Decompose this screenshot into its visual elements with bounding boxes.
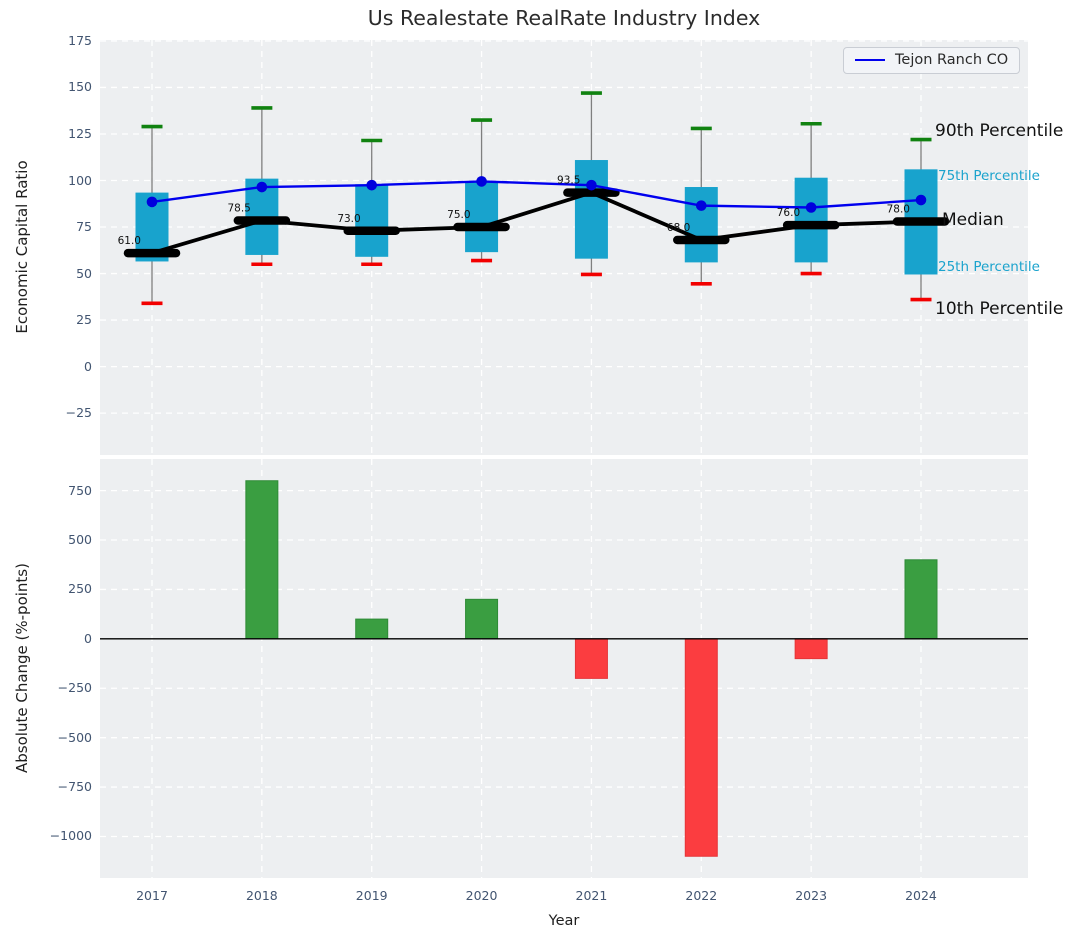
legend-label: Tejon Ranch CO <box>895 52 1009 68</box>
box-2023 <box>794 177 828 263</box>
y-tick-label-top: 50 <box>76 265 92 281</box>
annotation-25th-percentile: 25th Percentile <box>938 259 1040 275</box>
company-dot-2020 <box>476 176 487 187</box>
change-bar-2024 <box>904 559 938 640</box>
median-value-label-2023: 76.0 <box>777 207 800 219</box>
change-bar-area <box>100 459 1028 878</box>
y-tick-label-bottom: 750 <box>68 482 92 498</box>
x-tick-label: 2018 <box>245 888 278 903</box>
company-dot-2018 <box>256 181 268 193</box>
x-tick-label: 2017 <box>136 888 168 903</box>
company-dot-2023 <box>805 202 817 213</box>
change-bar-2020 <box>465 598 499 640</box>
box-2021 <box>574 160 608 259</box>
change-bar-2018 <box>245 480 279 640</box>
y-tick-label-bottom: −500 <box>57 729 92 745</box>
median-value-label-2019: 73.0 <box>337 213 360 225</box>
y-tick-label-bottom: 500 <box>68 532 92 548</box>
median-value-label-2017: 61.0 <box>118 235 141 247</box>
company-dot-2022 <box>695 200 707 211</box>
x-tick-label: 2023 <box>795 888 828 903</box>
y-tick-label-top: 25 <box>76 312 92 328</box>
median-value-label-2021: 93.5 <box>557 175 580 187</box>
median-value-label-2022: 68.0 <box>667 222 690 234</box>
company-dot-2019 <box>366 179 378 191</box>
annotation-75th-percentile: 75th Percentile <box>938 168 1040 184</box>
x-tick-label: 2021 <box>575 888 608 903</box>
y-tick-label-top: 175 <box>68 32 92 48</box>
change-bar-2019 <box>355 618 389 640</box>
x-tick-label: 2019 <box>355 888 388 903</box>
company-line <box>151 180 922 209</box>
box-2020 <box>465 181 499 253</box>
y-tick-label-top: 100 <box>68 172 92 188</box>
y-tick-label-top: 0 <box>84 358 92 374</box>
x-tick-label: 2022 <box>685 888 718 903</box>
y-tick-label-top: −25 <box>65 405 92 421</box>
median-value-label-2024: 78.0 <box>887 203 910 215</box>
y-tick-label-bottom: 250 <box>68 581 92 597</box>
y-tick-label-bottom: −750 <box>57 779 92 795</box>
y-tick-label-bottom: 0 <box>84 630 92 646</box>
x-axis-label: Year <box>548 913 580 929</box>
legend: Tejon Ranch CO <box>843 47 1021 74</box>
change-bar-2021 <box>574 638 608 679</box>
change-bar-2023 <box>794 638 828 660</box>
legend-line-icon <box>855 59 885 61</box>
annotation-10th-percentile: 10th Percentile <box>935 299 1064 319</box>
ecr-boxplot-area: 61.0 78.5 73.0 75.0 93.5 68.0 76.0 78.0 <box>100 40 1028 455</box>
annotation-90th-percentile: 90th Percentile <box>935 121 1064 141</box>
change-bar-2022 <box>684 638 718 857</box>
x-tick-label: 2024 <box>905 888 937 903</box>
median-value-label-2020: 75.0 <box>447 209 470 221</box>
y-tick-label-top: 150 <box>68 79 92 95</box>
box-2019 <box>355 184 389 257</box>
bar-svg <box>100 459 1028 878</box>
x-tick-label: 2020 <box>465 888 498 903</box>
boxplot-svg: 61.0 78.5 73.0 75.0 93.5 68.0 76.0 78.0 <box>100 40 1028 455</box>
y-tick-label-top: 125 <box>68 125 92 141</box>
annotation-median: Median <box>942 210 1004 230</box>
median-value-label-2018: 78.5 <box>227 203 250 215</box>
company-dot-2024 <box>915 194 927 206</box>
box-2022 <box>684 187 718 263</box>
y-tick-label-top: 75 <box>76 219 92 235</box>
chart-title: Us Realestate RealRate Industry Index <box>367 6 761 30</box>
company-dot-2017 <box>146 196 158 208</box>
y-tick-label-bottom: −1000 <box>49 828 92 844</box>
company-dot-2021 <box>586 179 597 191</box>
y-tick-label-bottom: −250 <box>57 680 92 696</box>
